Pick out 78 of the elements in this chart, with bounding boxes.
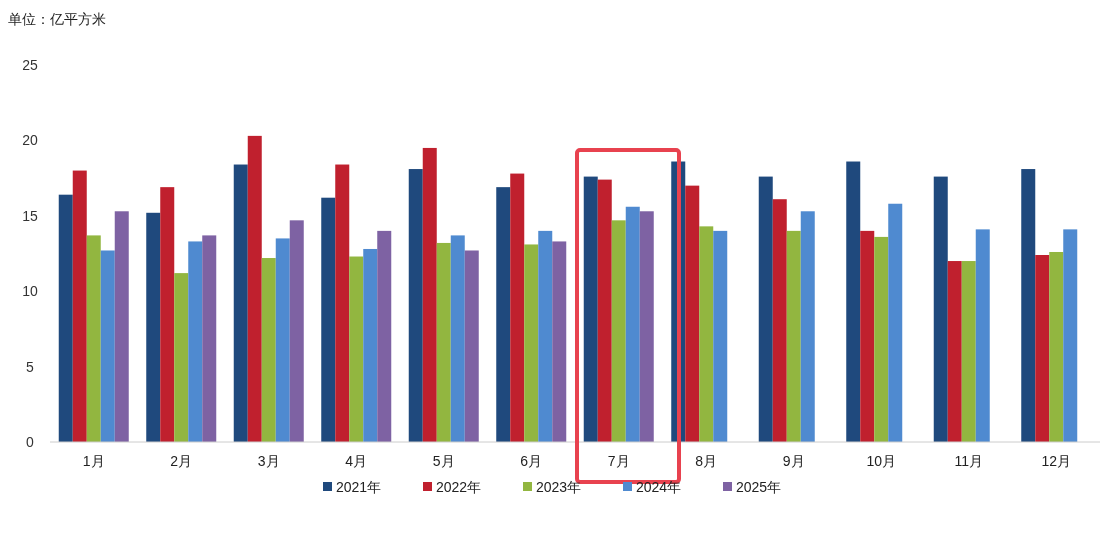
bar [1035,255,1050,442]
bar [408,169,423,442]
y-tick-label: 25 [22,57,38,73]
bar [685,185,700,442]
legend-label: 2024年 [636,479,682,495]
bar [552,241,567,442]
x-tick-label: 8月 [695,453,718,469]
bar [888,203,903,442]
bar [510,173,525,442]
legend-label: 2021年 [336,479,382,495]
bar [422,147,437,442]
bar [450,235,465,442]
x-tick-label: 5月 [432,453,455,469]
bar [874,236,889,442]
bar [975,229,990,442]
bar [377,230,392,442]
legend-label: 2023年 [536,479,582,495]
y-tick-label: 0 [26,434,35,450]
y-tick-label: 15 [22,207,38,224]
bar [846,161,861,442]
bar [639,211,654,442]
bar [86,235,101,442]
bar [597,179,612,442]
bar [1021,169,1036,442]
bar [758,176,773,442]
x-tick-label: 11月 [954,453,984,469]
bar [538,230,553,442]
bar [772,199,787,442]
y-tick-label: 20 [22,132,38,149]
bar [583,176,598,442]
legend-label: 2025年 [736,479,782,495]
bar [174,273,189,442]
bar [786,230,801,442]
x-tick-label: 4月 [345,453,368,469]
bar [524,244,539,442]
bar [335,164,350,442]
x-tick-label: 10月 [866,453,897,469]
legend-label: 2022年 [436,479,482,495]
y-tick-label: 5 [26,358,35,375]
bar [1063,229,1078,442]
bar [275,238,290,442]
bar [349,256,364,442]
bar [947,261,962,442]
bar [1049,251,1064,442]
x-tick-label: 6月 [520,453,543,469]
bar [289,220,304,442]
y-axis-title: 单位：亿平方米 [8,11,106,27]
bar [72,170,87,442]
bar [58,194,73,442]
bar [146,212,161,442]
bar [860,230,875,442]
bar [699,226,714,442]
bar [188,241,203,442]
x-tick-label: 9月 [782,453,805,469]
bar [496,187,511,442]
bar [933,176,948,442]
bar [247,135,262,442]
x-tick-label: 3月 [257,453,280,469]
bar [202,235,217,442]
bar [961,261,976,442]
bar [100,250,115,442]
bar [625,206,640,442]
bar [321,197,336,442]
x-tick-label: 7月 [607,453,630,469]
x-tick-label: 12月 [1041,453,1072,469]
bar [464,250,479,442]
bar [363,248,378,442]
bar [713,230,728,442]
x-tick-label: 1月 [82,453,105,469]
bar [800,211,815,442]
bar [114,211,129,442]
x-tick-label: 2月 [170,453,193,469]
bar [233,164,248,442]
bar [611,220,626,442]
y-tick-label: 10 [22,283,38,300]
bar [160,187,175,442]
bar [436,242,451,442]
bar [261,258,276,442]
